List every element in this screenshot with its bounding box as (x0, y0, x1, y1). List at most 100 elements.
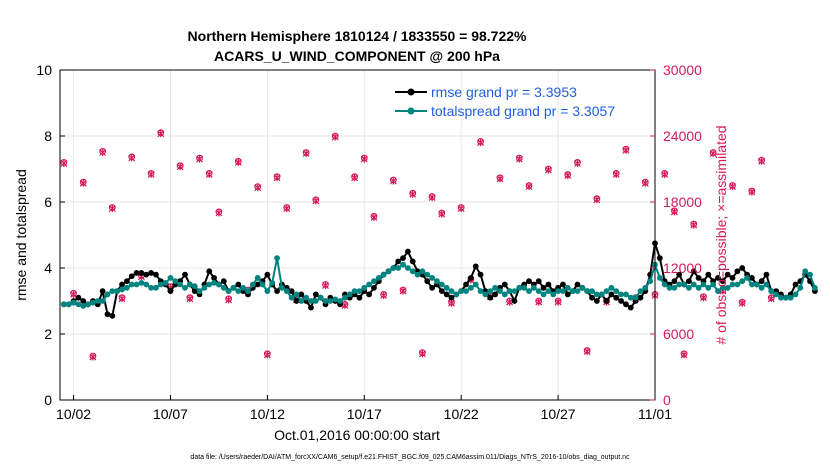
totalspread-marker (627, 294, 634, 301)
rmse-marker (467, 275, 474, 281)
totalspread-marker (143, 281, 150, 288)
obs-assimilated-marker (263, 351, 271, 359)
totalspread-marker (191, 283, 198, 290)
totalspread-marker (230, 284, 237, 291)
legend-marker-rmse (407, 88, 415, 96)
totalspread-marker (739, 278, 746, 285)
totalspread-marker (642, 284, 649, 291)
rmse-marker (729, 275, 736, 281)
y-tick-label-right: 6000 (663, 326, 694, 342)
totalspread-marker (375, 275, 382, 281)
rmse-marker (589, 294, 595, 301)
rmse-marker (148, 270, 154, 276)
rmse-marker (254, 281, 261, 288)
totalspread-marker (647, 278, 654, 285)
x-tick-label: 10/17 (347, 406, 382, 422)
totalspread-marker (734, 281, 741, 288)
obs-assimilated-marker (690, 221, 698, 229)
rmse-marker (719, 278, 726, 285)
totalspread-marker (526, 288, 532, 294)
totalspread-marker (356, 288, 363, 294)
totalspread-marker (240, 284, 247, 291)
totalspread-marker (269, 279, 276, 286)
totalspread-marker (390, 265, 397, 271)
totalspread-marker (686, 284, 692, 291)
obs-assimilated-marker (738, 299, 746, 307)
totalspread-marker (395, 265, 402, 271)
totalspread-marker (225, 288, 232, 294)
rmse-marker (686, 278, 692, 285)
totalspread-marker (60, 301, 67, 308)
obs-assimilated-marker (108, 205, 116, 213)
rmse-marker (182, 271, 188, 278)
rmse-marker (409, 258, 416, 265)
totalspread-marker (763, 281, 770, 288)
obs-assimilated-marker (89, 353, 97, 361)
totalspread-marker (220, 284, 227, 291)
obs-assimilated-marker (758, 157, 766, 165)
obs-assimilated-marker (254, 184, 262, 192)
totalspread-marker (186, 281, 193, 288)
totalspread-marker (443, 284, 450, 291)
totalspread-marker (303, 294, 310, 301)
obs-assimilated-marker (477, 139, 484, 147)
rmse-marker (472, 263, 479, 270)
legend-marker-totalspread (407, 107, 415, 115)
y-tick-label-right: 12000 (663, 260, 702, 276)
obs-assimilated-marker (428, 194, 436, 202)
obs-assimilated-marker (322, 282, 329, 290)
y-tick-label-right: 24000 (663, 128, 702, 144)
obs-assimilated-marker (302, 150, 310, 158)
rmse-marker (429, 284, 436, 291)
totalspread-marker (492, 284, 499, 291)
obs-assimilated-marker (70, 290, 77, 298)
totalspread-marker (448, 288, 455, 294)
rmse-marker (637, 294, 644, 301)
totalspread-marker (681, 281, 687, 288)
totalspread-marker (550, 291, 557, 298)
grid (60, 70, 655, 400)
totalspread-marker (715, 288, 721, 294)
x-tick-label: 10/22 (444, 406, 479, 422)
obs-assimilated-marker (593, 196, 601, 204)
totalspread-marker (308, 298, 314, 304)
y-tick-label-left: 4 (44, 260, 52, 276)
rmse-marker (618, 298, 624, 304)
totalspread-marker (409, 268, 416, 275)
totalspread-marker (569, 288, 576, 294)
obs-assimilated-marker (360, 155, 368, 163)
rmse-marker (235, 281, 242, 288)
rmse-marker (487, 294, 494, 301)
totalspread-marker (264, 288, 271, 294)
rmse-marker (167, 288, 174, 294)
totalspread-marker (802, 268, 809, 275)
x-tick-label: 11/01 (638, 406, 672, 422)
obs-assimilated-marker (79, 179, 87, 187)
obs-assimilated-marker (331, 133, 339, 141)
rmse-marker (119, 281, 125, 288)
totalspread-marker (196, 288, 203, 294)
obs-assimilated-marker (409, 190, 417, 198)
totalspread-marker (70, 299, 77, 306)
y-tick-label-left: 10 (36, 62, 52, 78)
obs-assimilated-marker (370, 213, 378, 221)
totalspread-marker (589, 288, 595, 294)
totalspread-marker (719, 284, 726, 291)
obs-assimilated-marker (225, 296, 233, 304)
totalspread-marker (361, 284, 368, 291)
totalspread-marker (574, 288, 581, 294)
rmse-marker (656, 255, 663, 261)
rmse-marker (404, 248, 411, 255)
totalspread-marker (700, 281, 707, 288)
rmse-marker (603, 298, 610, 304)
rmse-marker (511, 298, 518, 304)
rmse-marker (715, 275, 721, 281)
axis-ticks: 10/02 10/07 10/12 10/17 10/22 10/27 11/0102468… (36, 62, 702, 422)
totalspread-marker (380, 271, 387, 278)
rmse-marker (264, 271, 271, 278)
totalspread-marker (753, 281, 760, 288)
obs-assimilated-marker (448, 299, 455, 307)
totalspread-marker (632, 294, 639, 301)
rmse-marker (298, 291, 305, 298)
rmse-marker (705, 271, 712, 278)
